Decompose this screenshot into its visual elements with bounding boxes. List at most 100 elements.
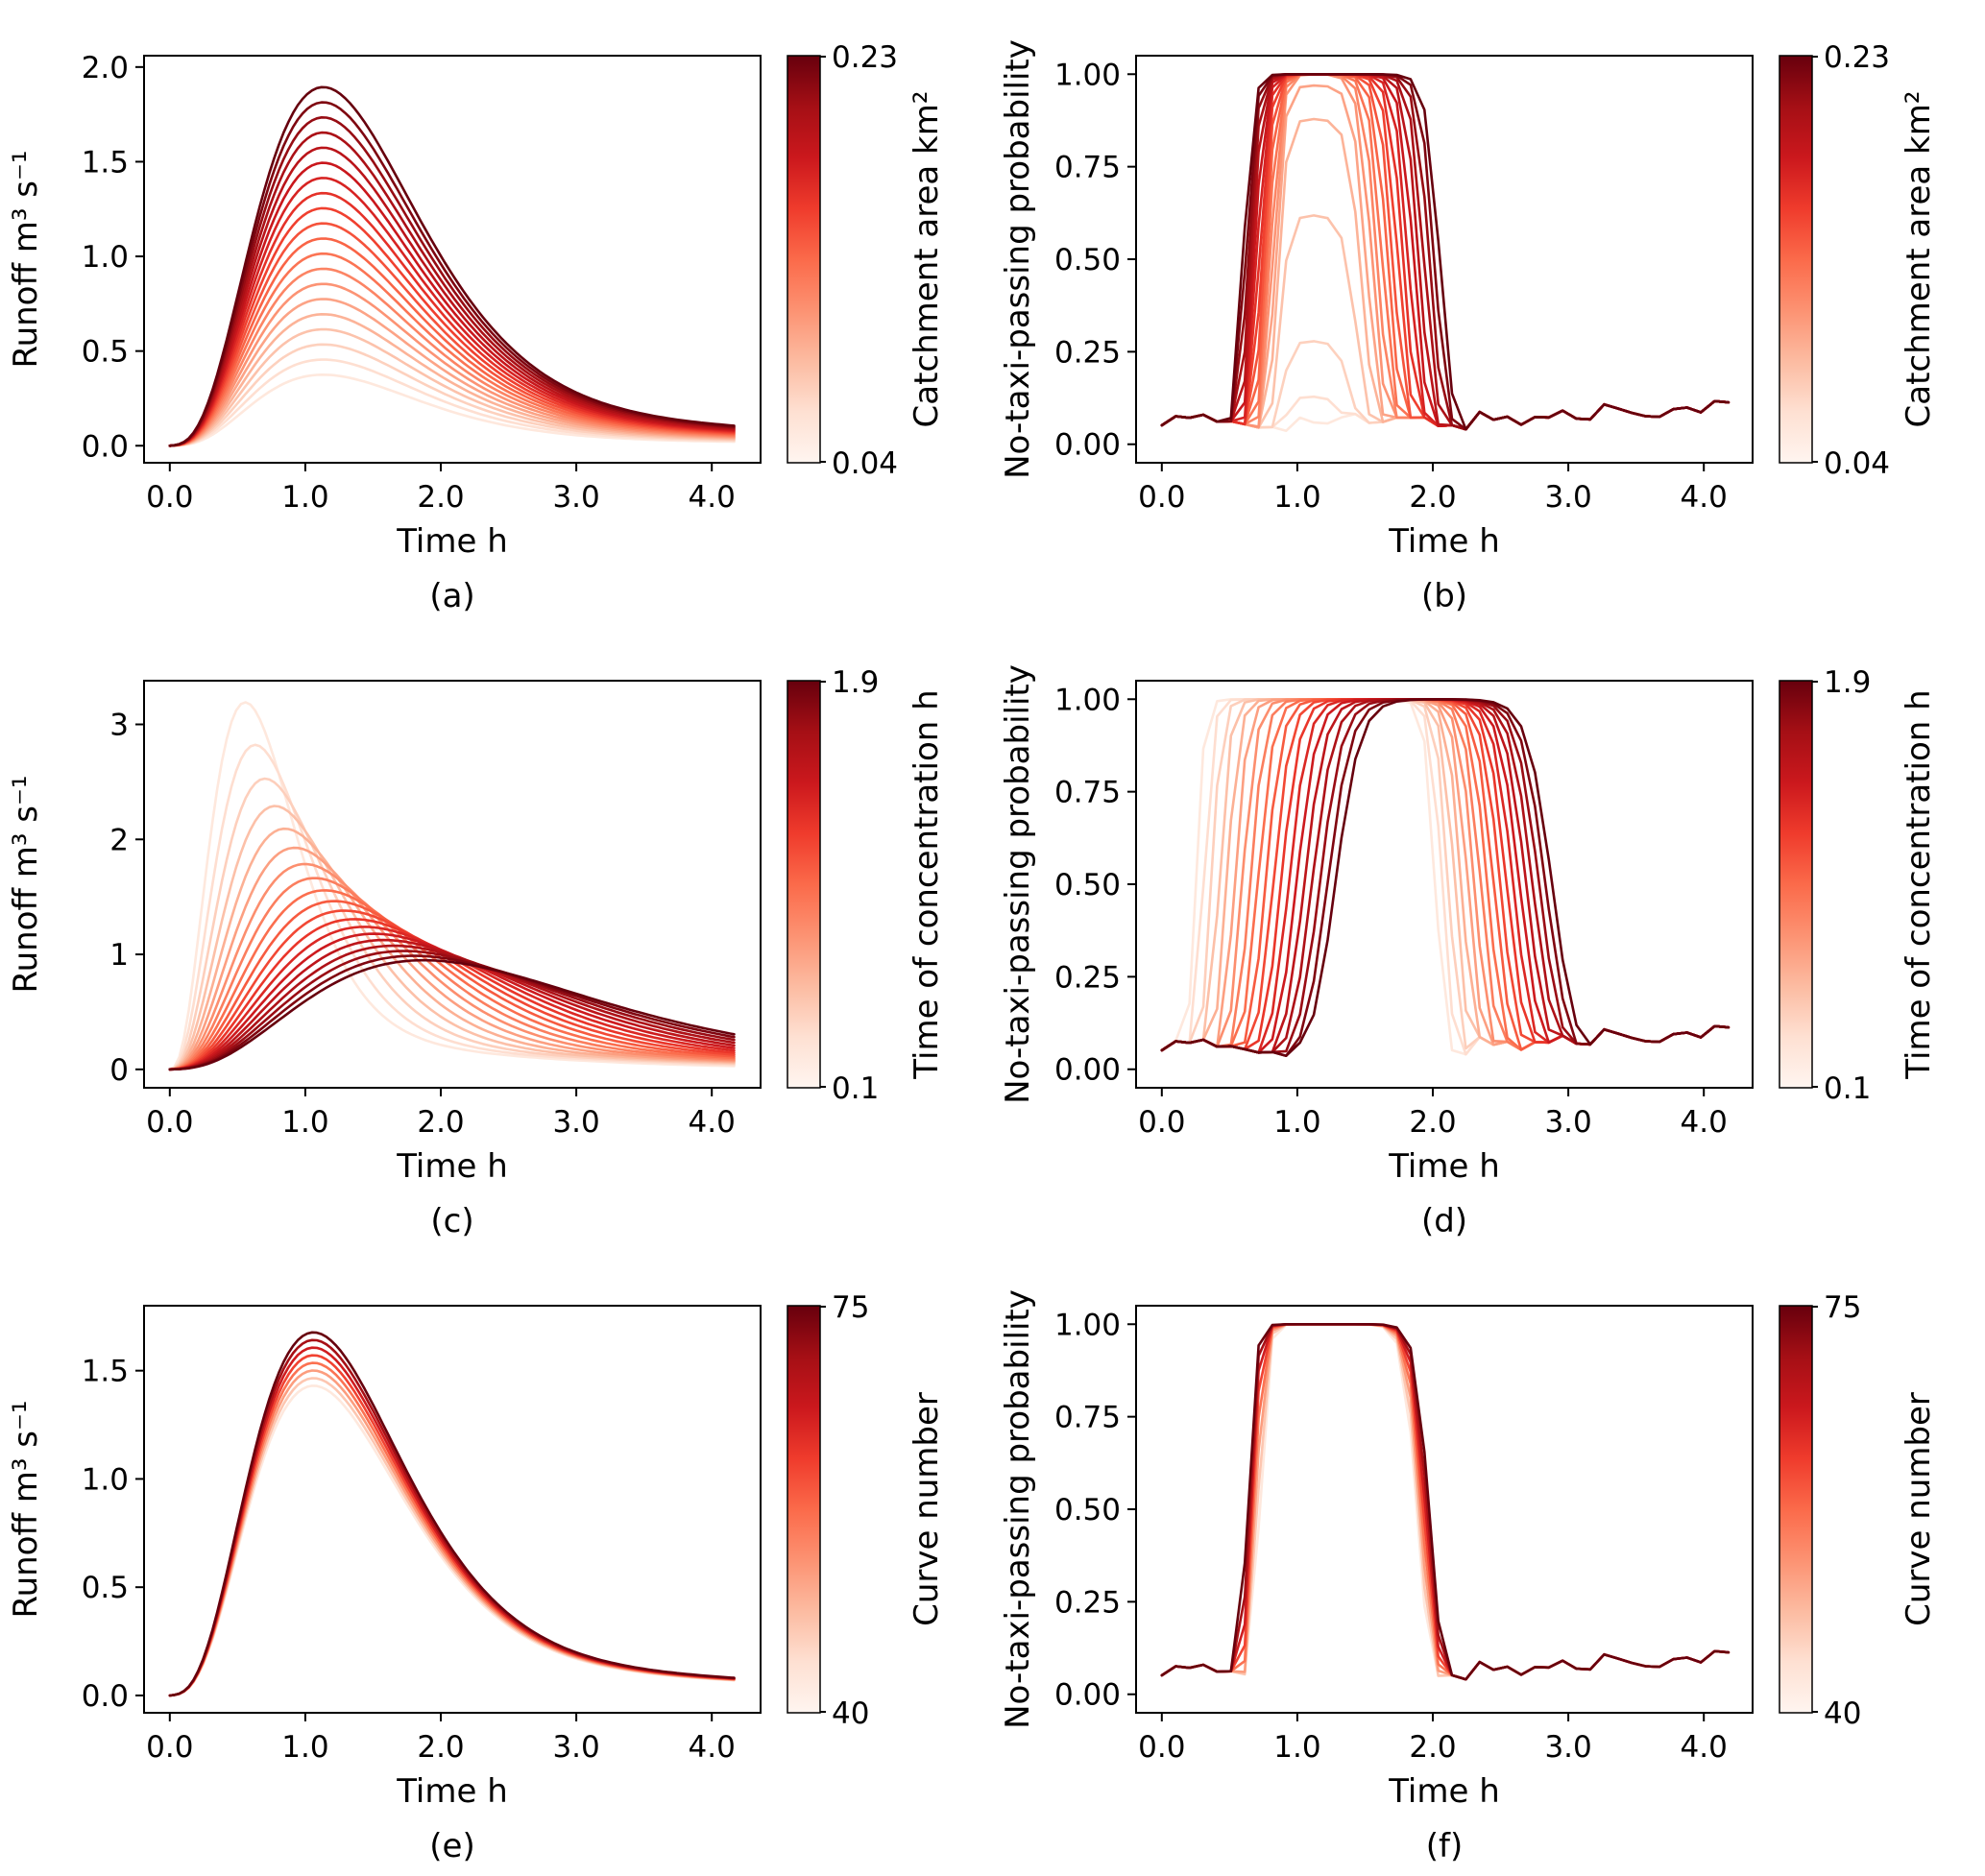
series-line [168, 131, 736, 447]
panel-c: 0.0 1.0 2.0 3.0 4.0 0 1 2 3 Time h (c) Runoff m³ s⁻… [0, 625, 992, 1250]
series-line [168, 373, 736, 447]
series-line [168, 900, 736, 1071]
series-line [168, 1338, 736, 1697]
y-tick-label: 1.00 [1054, 683, 1121, 717]
series-group [168, 701, 736, 1071]
panel-label: (a) [429, 577, 474, 615]
y-tick-label: 0.75 [1054, 151, 1121, 185]
y-tick-label: 0.50 [1054, 243, 1121, 277]
x-tick-label: 2.0 [1409, 1730, 1456, 1765]
panel-b-canvas: 0.0 1.0 2.0 3.0 4.0 0.00 0.25 0.50 0.75 1.00 Time … [999, 39, 1938, 615]
x-tick-label: 1.0 [1273, 480, 1320, 515]
series-group [168, 85, 736, 447]
y-tick-label: 1.00 [1054, 1308, 1121, 1342]
colorbar-min-label: 0.04 [832, 446, 898, 481]
series-line [168, 222, 736, 447]
series-line [168, 701, 736, 1071]
series-line [1160, 1323, 1731, 1681]
x-tick-label: 4.0 [1681, 480, 1728, 515]
series-line [168, 1354, 736, 1697]
x-tick-label: 0.0 [146, 1730, 193, 1765]
colorbar-max-label: 75 [1824, 1290, 1861, 1325]
panel-f: 0.0 1.0 2.0 3.0 4.0 0.00 0.25 0.50 0.75 1.00 Time … [992, 1250, 1985, 1876]
x-tick-label: 2.0 [417, 1105, 464, 1140]
series-line [168, 298, 736, 447]
series-line [168, 358, 736, 447]
colorbar-min-label: 40 [1824, 1696, 1861, 1731]
x-tick-label: 3.0 [552, 1730, 599, 1765]
panel-d-canvas: 0.0 1.0 2.0 3.0 4.0 0.00 0.25 0.50 0.75 1.00 Time … [999, 664, 1938, 1240]
x-tick-label: 0.0 [146, 480, 193, 515]
x-tick-label: 4.0 [689, 480, 736, 515]
x-tick-label: 4.0 [689, 1730, 736, 1765]
series-line [168, 1331, 736, 1697]
x-axis-label: Time h [396, 522, 508, 561]
series-line [1160, 698, 1731, 1057]
series-line [168, 944, 736, 1071]
colorbar-max-label: 75 [832, 1290, 869, 1325]
series-line [168, 282, 736, 447]
series-group [1160, 73, 1731, 432]
series-line [168, 313, 736, 447]
y-tick-label: 2 [109, 823, 129, 857]
colorbar [1779, 680, 1813, 1089]
colorbar [1779, 1305, 1813, 1714]
colorbar [787, 1305, 821, 1714]
x-tick-label: 4.0 [689, 1105, 736, 1140]
y-tick-label: 1.0 [82, 1462, 129, 1497]
axes-frame [143, 55, 762, 464]
panel-a-canvas: 0.0 1.0 2.0 3.0 4.0 0.0 0.5 1.0 1.5 2.0 Time h (a) R… [7, 40, 946, 615]
panel-e: 0.0 1.0 2.0 3.0 4.0 0.0 0.5 1.0 1.5 Time h (e) Runo… [0, 1250, 992, 1876]
y-axis-label: No-taxi-passing probability [999, 39, 1037, 479]
x-axis-label: Time h [1388, 522, 1500, 561]
x-axis-label: Time h [1388, 1147, 1500, 1186]
colorbar-max-label: 1.9 [832, 665, 879, 700]
x-tick-label: 1.0 [281, 1105, 328, 1140]
series-line [168, 1369, 736, 1697]
y-tick-label: 0.00 [1054, 1678, 1121, 1713]
series-line [168, 958, 736, 1071]
colorbar-label: Catchment area km² [908, 91, 946, 428]
colorbar-max-label: 1.9 [1824, 665, 1871, 700]
panel-label: (f) [1426, 1827, 1464, 1865]
series-line [168, 85, 736, 447]
y-tick-label: 2.0 [82, 51, 129, 85]
colorbar-min-label: 0.1 [832, 1071, 879, 1106]
series-line [168, 954, 736, 1071]
series-line [168, 1377, 736, 1697]
y-tick-label: 0.75 [1054, 776, 1121, 810]
x-tick-label: 4.0 [1681, 1730, 1728, 1765]
y-tick-label: 0.00 [1054, 1053, 1121, 1088]
series-line [168, 343, 736, 447]
x-tick-label: 3.0 [552, 1105, 599, 1140]
series-group [1160, 1323, 1731, 1681]
y-axis-label: Runoff m³ s⁻¹ [7, 150, 45, 368]
panel-e-canvas: 0.0 1.0 2.0 3.0 4.0 0.0 0.5 1.0 1.5 Time h (e) Runo… [7, 1290, 946, 1865]
panel-f-canvas: 0.0 1.0 2.0 3.0 4.0 0.00 0.25 0.50 0.75 1.00 Time … [999, 1289, 1938, 1865]
series-line [168, 862, 736, 1071]
x-tick-label: 1.0 [1273, 1730, 1320, 1765]
x-tick-label: 3.0 [552, 480, 599, 515]
panel-d: 0.0 1.0 2.0 3.0 4.0 0.00 0.25 0.50 0.75 1.00 Time … [992, 625, 1985, 1250]
colorbar-max-label: 0.23 [1824, 40, 1890, 75]
colorbar [787, 55, 821, 464]
panel-label: (c) [430, 1202, 473, 1240]
series-line [168, 1384, 736, 1697]
series-line [168, 950, 736, 1071]
y-tick-label: 0.5 [82, 1571, 129, 1605]
series-line [168, 177, 736, 447]
colorbar-min-label: 0.04 [1824, 446, 1890, 481]
x-axis-label: Time h [396, 1147, 508, 1186]
series-line [168, 267, 736, 447]
x-tick-label: 1.0 [1273, 1105, 1320, 1140]
y-tick-label: 0.75 [1054, 1401, 1121, 1435]
series-line [168, 805, 736, 1071]
series-line [168, 846, 736, 1071]
colorbar-label: Curve number [908, 1392, 946, 1626]
y-tick-label: 0.25 [1054, 1585, 1121, 1620]
panel-label: (b) [1421, 577, 1467, 615]
y-tick-label: 0.25 [1054, 335, 1121, 370]
y-axis-label: No-taxi-passing probability [999, 664, 1037, 1104]
panel-c-canvas: 0.0 1.0 2.0 3.0 4.0 0 1 2 3 Time h (c) Runoff m³ s⁻… [7, 665, 946, 1240]
